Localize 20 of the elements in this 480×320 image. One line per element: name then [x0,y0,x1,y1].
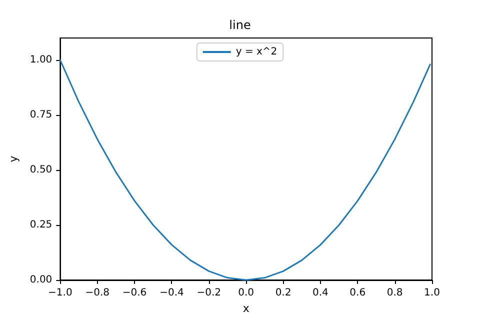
x-tick-label: −0.2 [196,288,222,298]
x-tick-label: 0.6 [350,288,366,298]
x-tick-label: 0.2 [275,288,292,298]
x-tick-label: 1.0 [424,288,440,298]
y-tick-label: 0.00 [30,274,52,286]
x-tick-label: 0.4 [312,288,328,298]
y-tick-label: 0.75 [30,110,52,120]
chart-title: line [229,18,251,32]
y-tick-label: 0.50 [30,164,52,176]
y-tick-label: 1.00 [30,54,52,66]
x-tick-label: −0.8 [85,288,110,298]
x-tick-label: −0.6 [122,288,147,298]
y-axis-title: y [7,155,20,162]
x-tick-label: 0.8 [386,288,403,298]
x-tick-label: 0.0 [238,288,254,298]
x-tick-label: −1.0 [48,288,72,298]
legend-label: y = x^2 [236,46,278,58]
y-tick-label: 0.25 [30,220,52,230]
x-axis-title: x [242,302,250,315]
x-tick-label: −0.4 [160,288,184,298]
